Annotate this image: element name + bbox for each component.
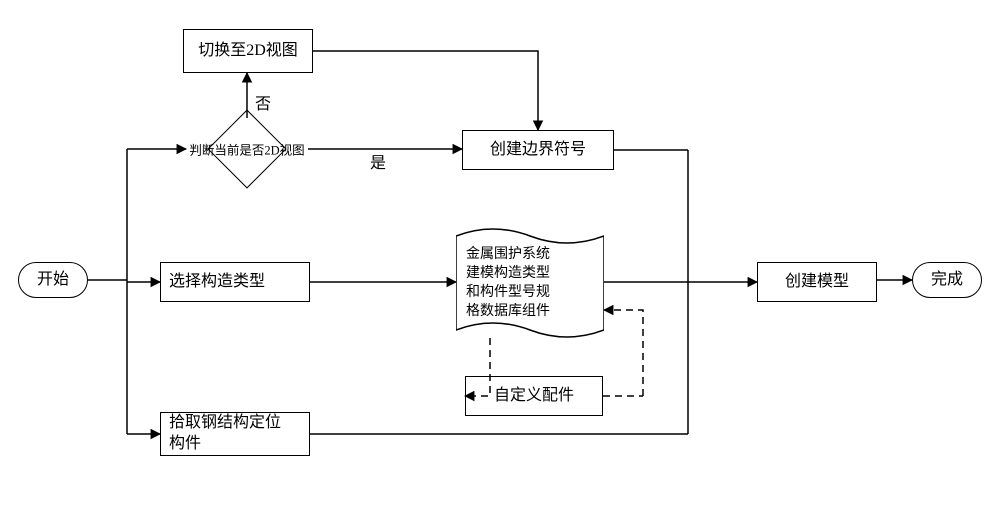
pick-steel-label: 拾取钢结构定位 构件 — [169, 413, 281, 455]
database-label: 金属围护系统 建模构造类型 和构件型号规 格数据库组件 — [466, 246, 594, 322]
select-type-label: 选择构造类型 — [169, 272, 265, 293]
finish-label: 完成 — [931, 270, 963, 291]
finish-node: 完成 — [912, 262, 982, 298]
create-model-label: 创建模型 — [785, 272, 849, 293]
select-type-node: 选择构造类型 — [160, 262, 310, 302]
edge-label-no: 否 — [255, 97, 271, 113]
database-node: 金属围护系统 建模构造类型 和构件型号规 格数据库组件 — [456, 228, 604, 338]
start-label: 开始 — [37, 270, 69, 291]
switch-2d-node: 切换至2D视图 — [183, 29, 313, 73]
custom-parts-label: 自定义配件 — [494, 386, 574, 407]
edge-switch-to-bound — [313, 51, 538, 130]
decision-node: 判断当前是否2D视图 — [186, 118, 308, 180]
custom-parts-node: 自定义配件 — [465, 376, 603, 416]
create-model-node: 创建模型 — [757, 262, 877, 302]
start-node: 开始 — [18, 262, 88, 298]
edge-custom-to-db-r — [604, 310, 643, 396]
decision-label: 判断当前是否2D视图 — [189, 140, 304, 159]
switch-2d-label: 切换至2D视图 — [198, 41, 298, 62]
create-bound-label: 创建边界符号 — [490, 140, 586, 161]
create-bound-node: 创建边界符号 — [462, 130, 614, 170]
pick-steel-node: 拾取钢结构定位 构件 — [160, 412, 310, 456]
edge-label-yes: 是 — [370, 156, 386, 172]
